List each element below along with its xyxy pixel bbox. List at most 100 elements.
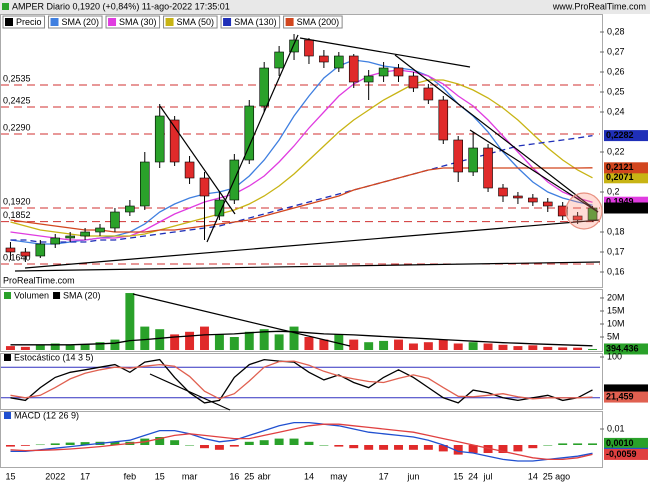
- candle-body: [110, 211, 120, 229]
- panel-title: Volumen: [14, 290, 49, 300]
- volume-bar: [50, 343, 60, 350]
- candle-body: [259, 67, 269, 107]
- trend-lines: [14, 34, 603, 411]
- volume-bar: [110, 339, 120, 350]
- macd-histogram-bar: [438, 445, 448, 452]
- candle-body: [95, 227, 105, 233]
- stoch-frame: [0, 353, 603, 410]
- panel-title: MACD (12 26 9): [14, 410, 79, 420]
- panel-frames: [0, 14, 603, 468]
- macd-histogram-bar: [110, 441, 120, 445]
- trend-line: [206, 34, 299, 243]
- volume-bar: [170, 334, 180, 350]
- trend-line: [132, 293, 351, 347]
- macd-histogram-bar: [483, 445, 493, 453]
- macd-histogram-bar: [394, 445, 403, 450]
- y-tick-label: 15M: [607, 305, 625, 315]
- macd-histogram-bar: [423, 445, 433, 450]
- candle-body: [438, 99, 449, 141]
- candle-body: [453, 139, 463, 173]
- legend-item: SMA (30): [105, 15, 161, 29]
- volume-bar: [274, 334, 284, 350]
- value-badge-label: 0,1920: [606, 202, 634, 212]
- y-tick-label: 0,24: [607, 106, 625, 116]
- candle-body: [513, 195, 523, 199]
- macd-line: [10, 423, 593, 461]
- x-tick-label: jun: [406, 471, 419, 481]
- sma-line: [10, 167, 593, 233]
- value-badge: [604, 448, 648, 460]
- candle-body: [214, 199, 225, 217]
- volume-bar: [364, 342, 374, 350]
- sma-line: [10, 69, 593, 241]
- volume-bar: [200, 326, 209, 350]
- panel-title: Estocástico (14 3 5): [14, 352, 94, 362]
- macd-histogram-bar: [214, 445, 224, 450]
- candle-body: [140, 161, 150, 207]
- legend-item: SMA (200): [283, 15, 343, 29]
- volume-bar: [229, 336, 239, 350]
- macd-histogram-bar: [364, 445, 374, 450]
- y-tick-label: 0,2: [607, 186, 620, 196]
- candle-body: [65, 235, 75, 239]
- trend-line: [299, 37, 471, 68]
- legend-item: Precio: [2, 15, 46, 29]
- volume-sma-line: [10, 330, 593, 347]
- legend-swatch: [4, 292, 11, 299]
- volume-bar: [558, 347, 568, 350]
- volume-bar: [95, 342, 105, 350]
- candle-body: [393, 67, 404, 77]
- level-label: 0,1640: [3, 252, 31, 262]
- x-tick-label: 17: [379, 471, 389, 481]
- value-badge-label: 0,1949: [606, 197, 634, 207]
- macd-histogram-bar: [259, 440, 269, 445]
- value-badge: [604, 437, 648, 449]
- value-badge: [604, 202, 648, 214]
- volume-bar: [513, 346, 523, 350]
- macd-histogram-bar: [274, 438, 284, 445]
- y-tick-label: 0,17: [607, 246, 625, 256]
- highlight-circle: [565, 192, 603, 230]
- header-bar: [0, 0, 650, 14]
- macd-histogram-bar: [573, 443, 583, 445]
- y-tick-label: 100: [607, 351, 622, 361]
- value-badge-label: 0,2121: [606, 162, 634, 172]
- x-tick-label: mar: [182, 471, 198, 481]
- candle-body: [334, 55, 344, 69]
- macd-histogram-bar: [155, 437, 165, 445]
- macd-histogram-bar: [334, 445, 344, 447]
- x-tick-label: 17: [80, 471, 90, 481]
- y-tick-label: 0,18: [607, 226, 625, 236]
- macd-histogram-bar: [5, 445, 15, 447]
- stoch-line: [10, 360, 593, 400]
- macd-histogram-bar: [289, 438, 299, 445]
- macd-histogram-bar: [319, 445, 329, 446]
- legend-item: SMA (50): [163, 15, 218, 29]
- main-frame: [0, 14, 603, 288]
- volume-bar: [468, 342, 478, 350]
- header-title: AMPER Diario 0,1920 (+0,84%) 11-ago-2022…: [12, 1, 230, 11]
- trend-line: [14, 261, 601, 272]
- candle-body: [348, 55, 359, 83]
- trend-line: [469, 129, 599, 213]
- macd-histogram-bar: [185, 445, 195, 446]
- volume-bar: [244, 331, 254, 350]
- legend-label: SMA (50): [177, 17, 215, 27]
- candle-body: [184, 161, 195, 179]
- volume-bar: [319, 339, 329, 350]
- trend-line: [24, 219, 601, 269]
- candle-body: [378, 67, 389, 77]
- macd-histogram-bar: [558, 443, 568, 445]
- y-tick-label: 0,16: [607, 266, 625, 276]
- volume-bar: [185, 331, 195, 350]
- x-tick-label: jul: [483, 471, 493, 481]
- macd-histogram-bar: [35, 444, 45, 446]
- legend-label: Precio: [16, 17, 42, 27]
- value-badge: [604, 391, 648, 403]
- x-tick-label: 25: [543, 471, 553, 481]
- x-tick-label: 2022: [45, 471, 65, 481]
- candle-body: [319, 55, 329, 63]
- candle-body: [572, 215, 583, 221]
- candle-body: [498, 187, 508, 197]
- legend-swatch: [50, 18, 59, 26]
